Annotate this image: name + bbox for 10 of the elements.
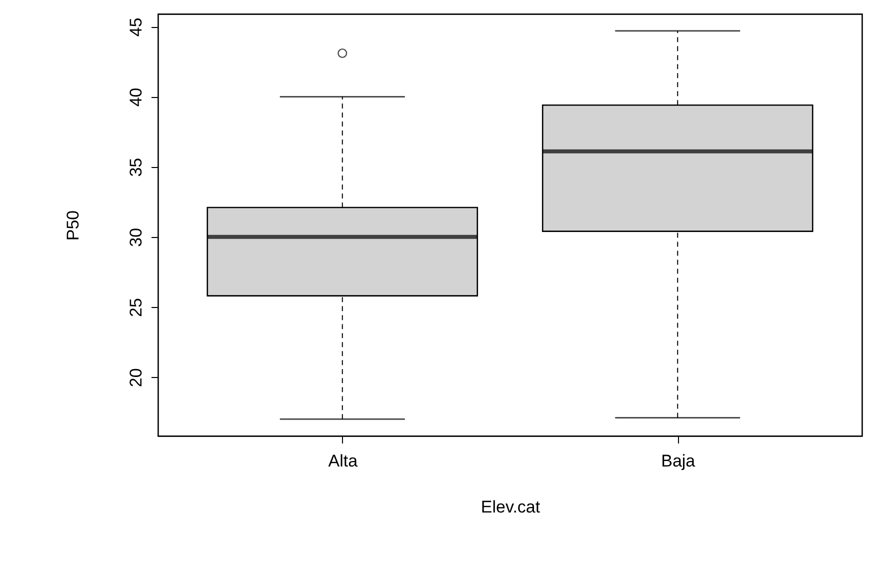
- y-tick-label: 40: [126, 88, 146, 107]
- y-tick-label: 30: [126, 228, 146, 247]
- y-axis-title: P50: [64, 210, 82, 241]
- y-tick-label: 45: [126, 18, 146, 37]
- x-tick-label: Alta: [328, 452, 358, 470]
- x-tick-label: Baja: [661, 452, 696, 470]
- y-tick-label: 35: [126, 158, 146, 177]
- y-tick-label: 25: [126, 298, 146, 317]
- x-axis-title: Elev.cat: [480, 498, 540, 516]
- y-tick-label: 20: [126, 368, 146, 388]
